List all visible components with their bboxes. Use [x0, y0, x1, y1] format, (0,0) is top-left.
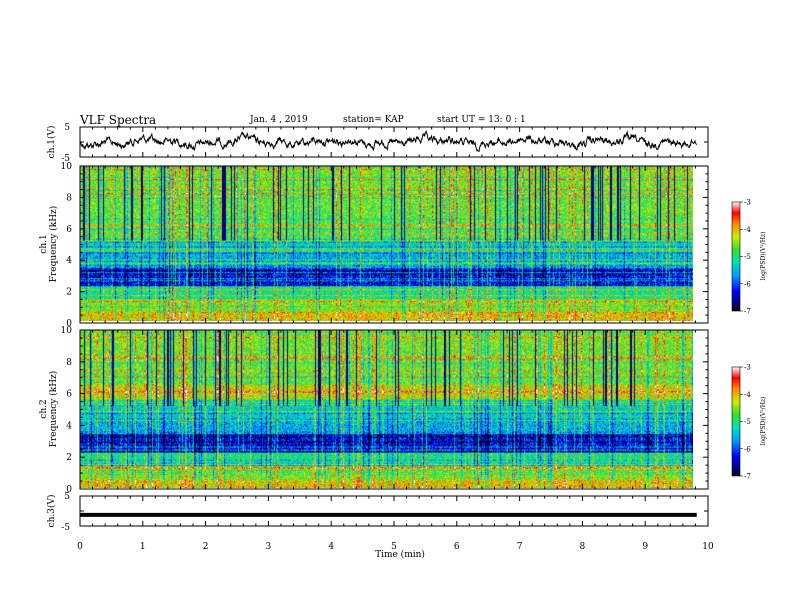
colorbar-tick-label: -7: [744, 473, 751, 481]
freq-tick-label: 10: [61, 326, 73, 336]
freq-tick-label: 2: [66, 288, 72, 298]
freq-tick-label: 10: [61, 162, 73, 172]
freq-tick-label: 8: [66, 358, 72, 368]
freq-tick-label: 0: [66, 319, 72, 329]
ch1-spectrogram: [80, 166, 693, 321]
x-tick-label: 0: [77, 542, 83, 552]
x-axis-label: Time (min): [375, 549, 425, 560]
ch1-ytick-bottom: -5: [61, 154, 70, 164]
x-tick-label: 5: [391, 542, 397, 552]
x-tick-label: 9: [642, 542, 648, 552]
freq-tick-label: 0: [66, 485, 72, 495]
colorbar-tick-label: -4: [744, 391, 751, 399]
colorbar-tick-label: -3: [744, 199, 751, 207]
chart-title: VLF Spectra: [80, 113, 157, 127]
freq-tick-label: 2: [66, 453, 72, 463]
ch1-spec-ylabel-b: Frequency (kHz): [48, 206, 59, 283]
ch2-spec-ylabel-a: ch.2: [39, 399, 49, 418]
ch2-spectrogram: [80, 330, 693, 488]
freq-tick-label: 6: [66, 390, 72, 400]
ch1-waveform-line: [80, 130, 698, 152]
ch1-spec-ylabel-a: ch.1: [39, 234, 49, 253]
colorbar-tick-label: -6: [744, 445, 751, 453]
colorbar-tick-label: -6: [744, 280, 751, 288]
colorbar-tick-label: -4: [744, 226, 751, 234]
freq-tick-label: 8: [66, 193, 72, 203]
colorbar-ch1-label: log(PSD)(V²/Hz): [760, 232, 767, 281]
colorbar-ch1: [731, 201, 741, 312]
x-tick-label: 10: [702, 542, 714, 552]
colorbar-tick-label: -5: [744, 253, 751, 261]
x-tick-label: 2: [203, 542, 209, 552]
x-tick-label: 7: [517, 542, 523, 552]
ch1-ytick-top: 5: [64, 123, 70, 133]
station-label: station= KAP: [343, 115, 404, 125]
x-tick-label: 4: [328, 542, 334, 552]
colorbar-ch2-label: log(PSD)(V²/Hz): [760, 397, 767, 446]
ch2-spec-ylabel-b: Frequency (kHz): [48, 371, 59, 448]
colorbar-tick-label: -3: [744, 364, 751, 372]
colorbar-tick-label: -7: [744, 308, 751, 316]
colorbar-tick-label: -5: [744, 418, 751, 426]
x-tick-label: 1: [140, 542, 146, 552]
freq-tick-label: 4: [66, 256, 72, 266]
ch3-ytick-bottom: -5: [61, 523, 70, 533]
x-tick-label: 3: [266, 542, 272, 552]
ch3-ytick-top: 5: [64, 492, 70, 502]
start-time-label: start UT = 13: 0 : 1: [437, 115, 526, 125]
date-label: Jan. 4 , 2019: [250, 115, 308, 125]
ch1-ylabel: ch.1(V): [46, 126, 57, 159]
freq-tick-label: 4: [66, 421, 72, 431]
x-tick-label: 6: [454, 542, 460, 552]
freq-tick-label: 6: [66, 225, 72, 235]
colorbar-ch2: [731, 366, 741, 477]
x-tick-label: 8: [580, 542, 586, 552]
ch3-ylabel: ch.3(V): [46, 495, 57, 528]
